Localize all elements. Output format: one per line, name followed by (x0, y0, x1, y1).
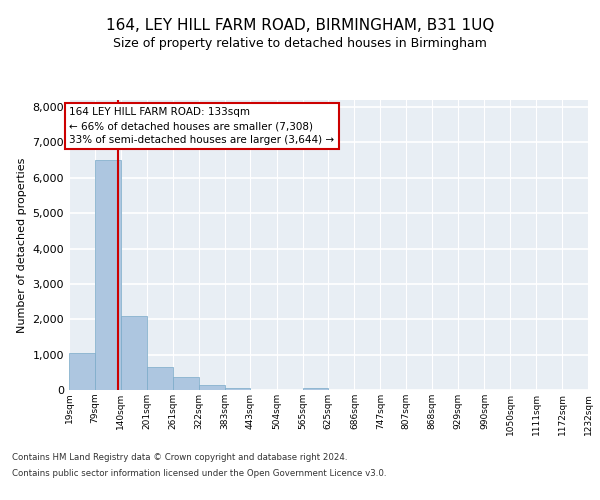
Bar (121, 316, 147, 390)
Text: 164 LEY HILL FARM ROAD: 133sqm
← 66% of detached houses are smaller (7,308)
33% : 164 LEY HILL FARM ROAD: 133sqm ← 66% of … (70, 107, 335, 145)
Y-axis label: Number of detached properties: Number of detached properties (17, 158, 27, 332)
Bar (173, 376, 199, 390)
Text: 164, LEY HILL FARM ROAD, BIRMINGHAM, B31 1UQ: 164, LEY HILL FARM ROAD, BIRMINGHAM, B31… (106, 18, 494, 32)
Text: Contains HM Land Registry data © Crown copyright and database right 2024.: Contains HM Land Registry data © Crown c… (12, 454, 347, 462)
Text: Contains public sector information licensed under the Open Government Licence v3: Contains public sector information licen… (12, 468, 386, 477)
Bar (225, 388, 250, 390)
Bar (95, 160, 121, 390)
Bar (147, 367, 173, 390)
Text: Size of property relative to detached houses in Birmingham: Size of property relative to detached ho… (113, 38, 487, 51)
Bar (199, 384, 225, 390)
Bar (302, 388, 328, 390)
Bar (69, 353, 95, 390)
